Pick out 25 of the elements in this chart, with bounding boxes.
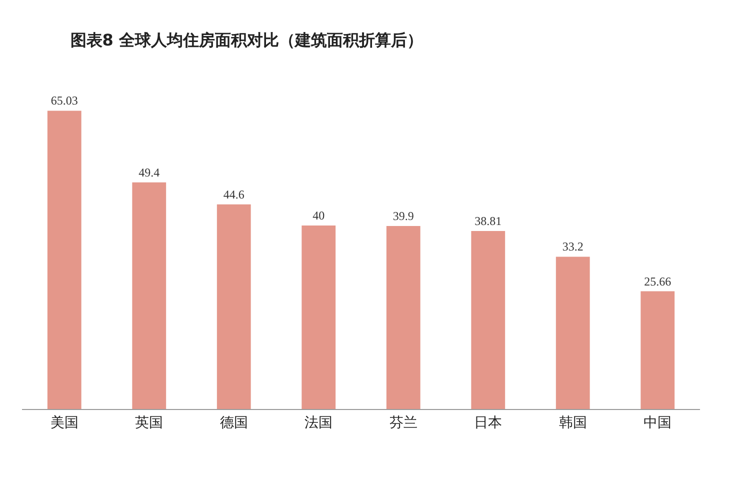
data-label: 39.9 [392,208,414,223]
bar [556,256,590,409]
x-tick-label: 日本 [474,414,502,431]
chart-title: 图表8 全球人均住房面积对比（建筑面积折算后） [70,30,424,50]
data-label: 44.6 [223,187,244,202]
bar [640,291,675,409]
data-label: 65.03 [50,94,78,108]
data-label: 33.2 [562,240,584,254]
bar [132,182,166,409]
x-tick-label: 韩国 [558,414,587,431]
data-label: 25.66 [644,274,672,288]
bar [471,230,506,409]
data-label: 49.4 [138,165,160,180]
data-label: 40 [312,208,325,223]
x-tick-label: 中国 [644,414,672,431]
bar [302,226,336,409]
x-tick-label: 德国 [220,414,248,431]
x-tick-label: 芬兰 [389,414,418,431]
x-tick-label: 法国 [304,414,333,431]
x-tick-label: 美国 [50,414,78,431]
x-tick-label: 英国 [135,414,164,431]
bar [47,110,82,409]
bar [386,226,420,409]
data-label: 38.81 [474,214,502,228]
bar [216,204,251,409]
